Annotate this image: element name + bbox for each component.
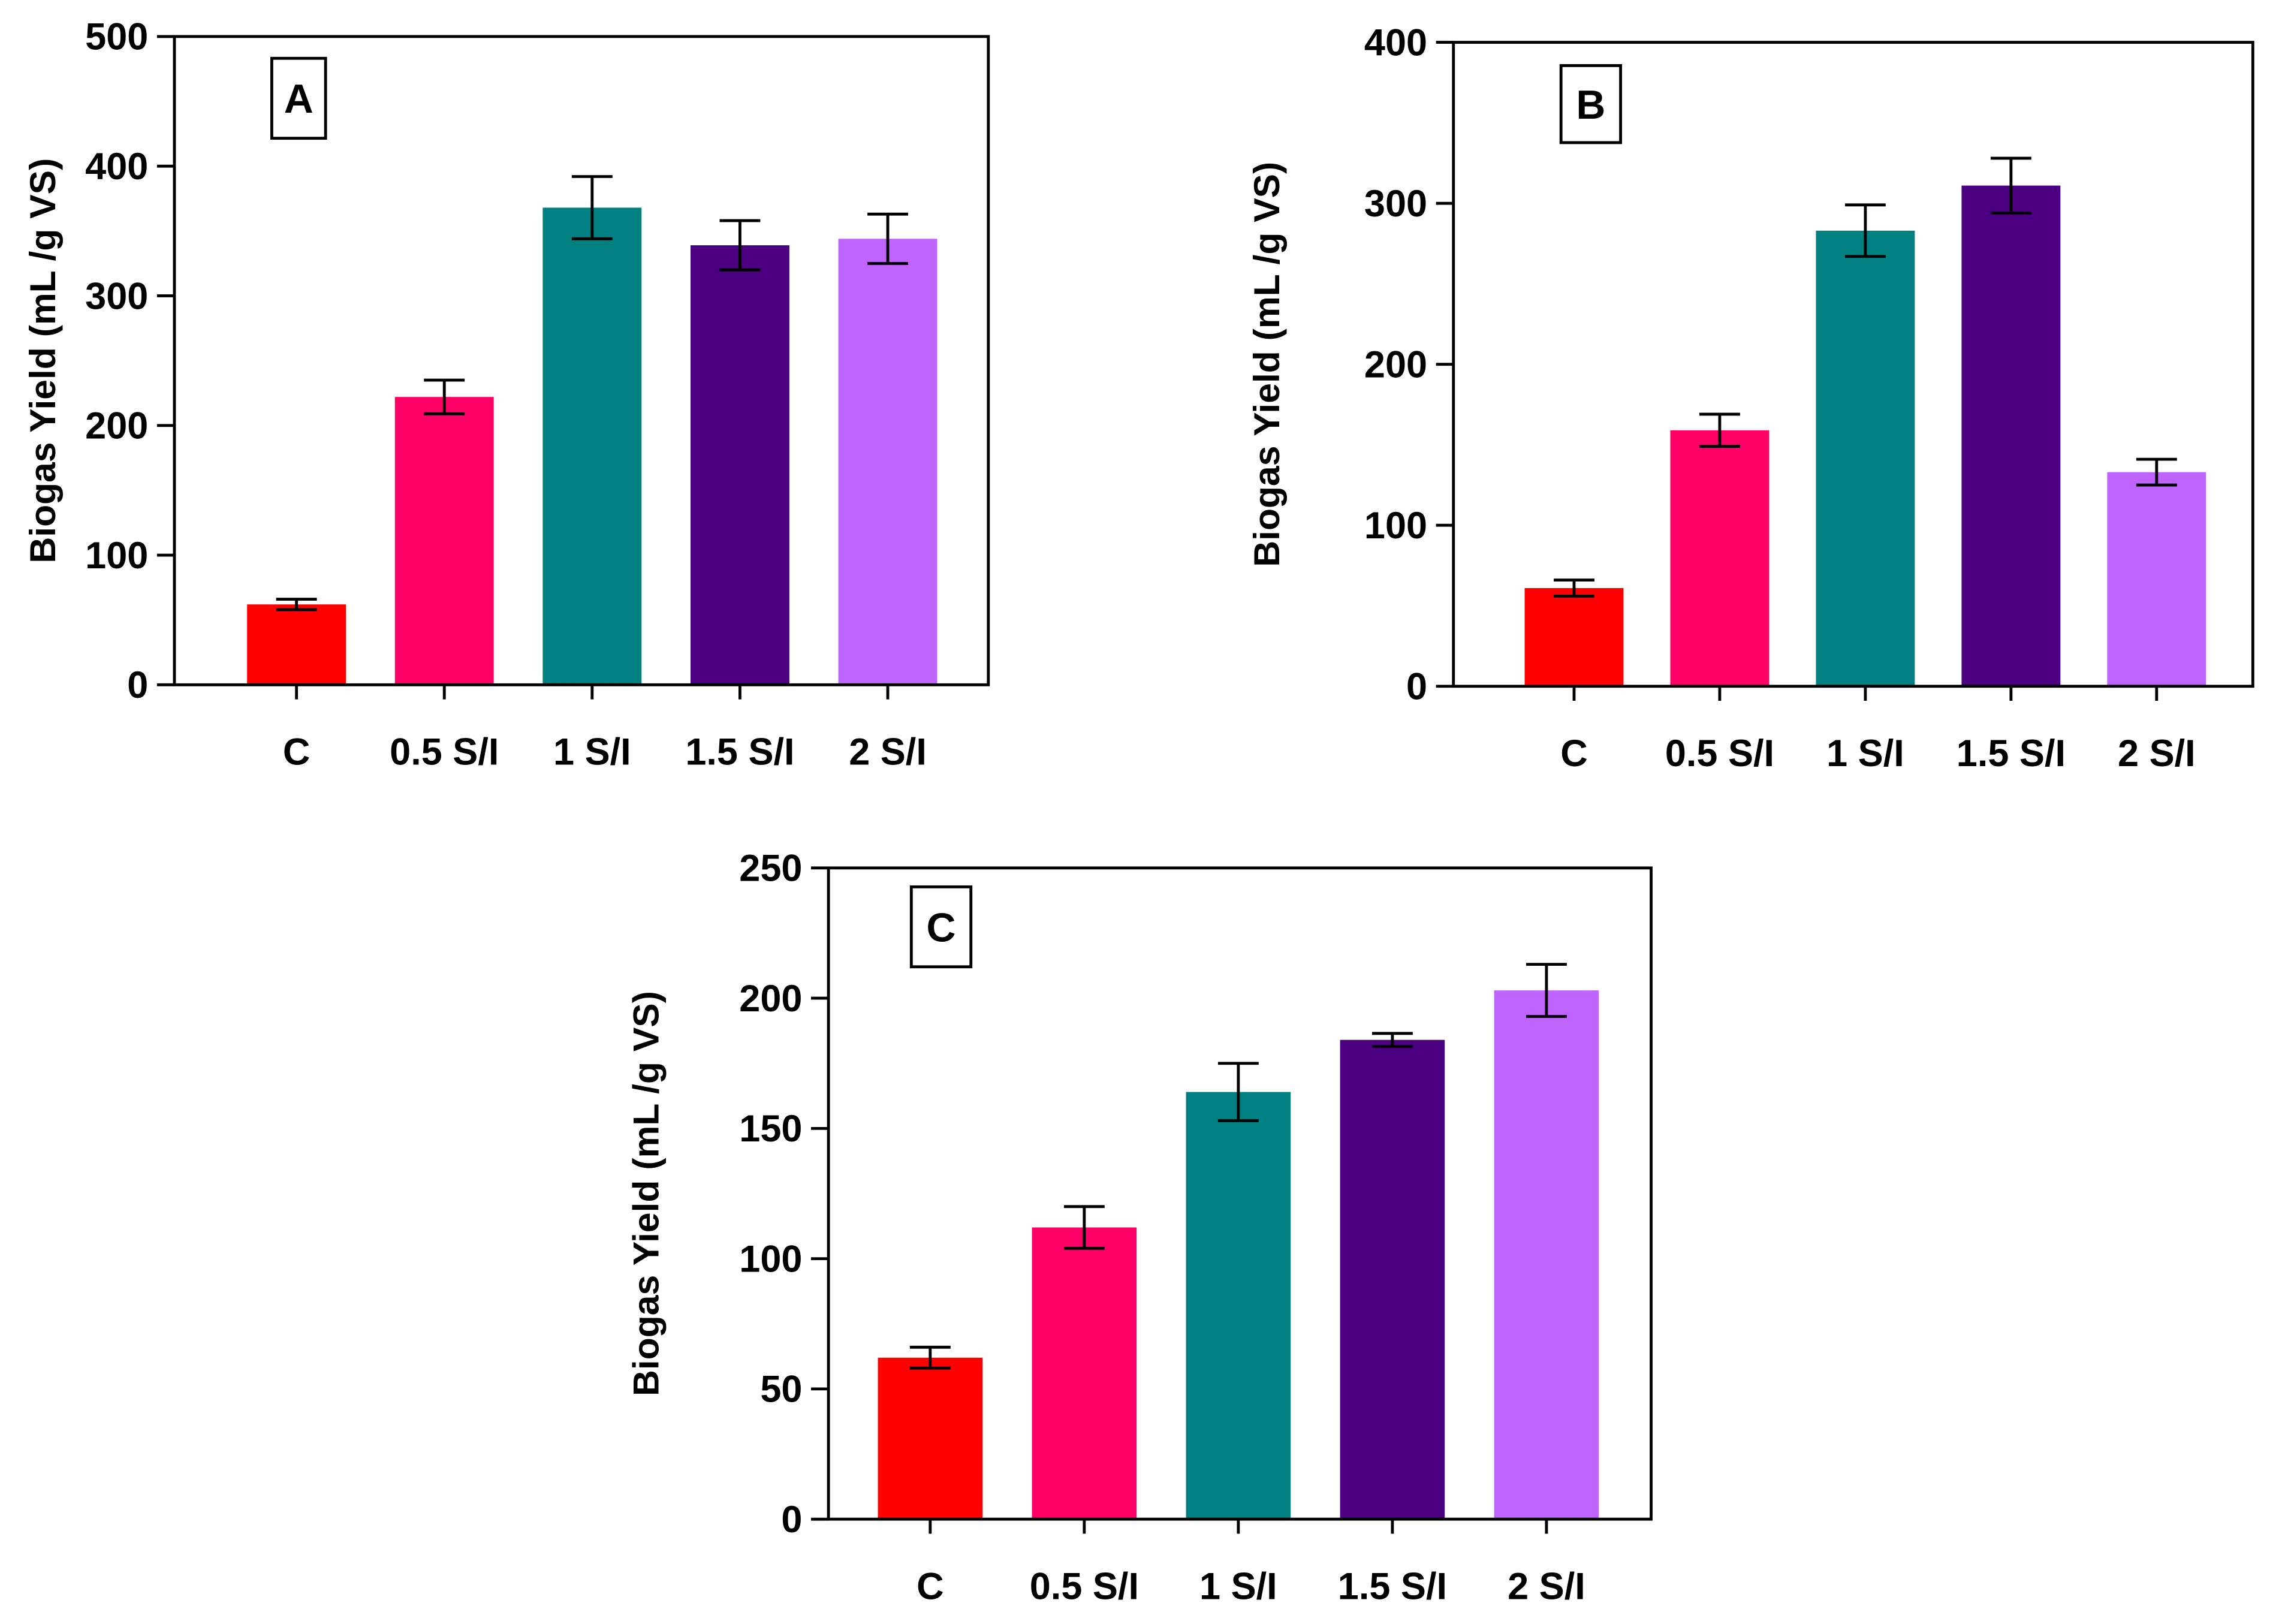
x-tick-label: 1.5 S/I (1338, 1565, 1447, 1607)
bar (1670, 430, 1769, 686)
panel-label: B (1576, 83, 1605, 128)
y-axis-label: Biogas Yield (mL /g VS) (625, 991, 666, 1396)
x-tick-label: 0.5 S/I (1030, 1565, 1139, 1607)
error-bar (1371, 1032, 1413, 1048)
error-bar (571, 175, 613, 240)
chart-panel-a: C 0.5 S/I 1 S/I 1.5 S/I 2 S/I 0 100 200 300 400 50… (22, 16, 990, 773)
x-tick-label: 1 S/I (1826, 733, 1904, 775)
y-tick-label: 400 (1364, 22, 1427, 64)
x-tick-label: 1.5 S/I (685, 731, 794, 773)
error-bar (1526, 963, 1567, 1018)
bar (1524, 587, 1624, 686)
bar (1816, 230, 1915, 686)
panel-label-box (270, 56, 327, 140)
y-tick-label: 0 (1406, 666, 1427, 708)
error-bar (1217, 1062, 1259, 1122)
bar (1186, 1092, 1291, 1520)
y-tick-label: 100 (1364, 505, 1427, 547)
panel-label: C (927, 905, 956, 950)
error-bar (276, 598, 317, 611)
x-tick-label: 2 S/I (849, 731, 927, 773)
y-tick-label: 200 (85, 405, 148, 447)
x-tick-label: 2 S/I (2118, 733, 2196, 775)
y-tick-label: 400 (85, 146, 148, 188)
y-tick-label: 200 (739, 978, 802, 1020)
plot-frame (827, 866, 1653, 1521)
bar (838, 239, 937, 685)
bar (1340, 1040, 1445, 1520)
x-tick-label: C (1560, 733, 1588, 775)
x-tick-label: 2 S/I (1508, 1565, 1585, 1607)
y-tick-label: 300 (85, 275, 148, 317)
error-bar (1554, 579, 1594, 598)
y-tick-label: 200 (1364, 344, 1427, 386)
panel-label: A (284, 77, 313, 122)
bar (394, 397, 494, 685)
panel-label-box (909, 885, 973, 969)
y-tick-label: 150 (739, 1108, 802, 1150)
x-tick-label: 1 S/I (553, 731, 631, 773)
bar (878, 1357, 983, 1520)
x-tick-label: 0.5 S/I (1665, 733, 1774, 775)
y-tick-label: 0 (127, 664, 148, 706)
error-bar (1063, 1205, 1105, 1250)
error-bar (1699, 412, 1740, 448)
y-tick-label: 500 (85, 16, 148, 58)
y-tick-label: 100 (85, 535, 148, 577)
bar (1032, 1227, 1137, 1520)
x-tick-label: C (283, 731, 311, 773)
error-bar (909, 1345, 951, 1370)
bar (690, 245, 789, 685)
x-tick-label: 0.5 S/I (390, 731, 499, 773)
chart-panel-c: C 0.5 S/I 1 S/I 1.5 S/I 2 S/I 0 50 100 150 200 250… (625, 848, 1653, 1607)
panel-label-box (1559, 64, 1623, 144)
y-tick-label: 50 (760, 1369, 802, 1411)
y-axis-label: Biogas Yield (mL /g VS) (1246, 162, 1287, 567)
error-bar (867, 212, 908, 265)
error-bar (2136, 457, 2177, 487)
bar (2107, 472, 2206, 686)
y-tick-label: 300 (1364, 183, 1427, 225)
y-tick-label: 0 (781, 1499, 802, 1541)
bar (1961, 185, 2061, 686)
error-bar (1844, 203, 1886, 258)
y-axis-label: Biogas Yield (mL /g VS) (22, 158, 63, 564)
error-bar (424, 378, 465, 415)
bar (542, 207, 642, 685)
bar (1494, 990, 1599, 1520)
bar (247, 604, 346, 685)
error-bar (719, 219, 761, 272)
error-bar (1990, 156, 2031, 215)
chart-panel-b: C 0.5 S/I 1 S/I 1.5 S/I 2 S/I 0 100 200 300 400 Bi… (1246, 22, 2254, 775)
plot-frame (173, 35, 990, 686)
y-tick-label: 100 (739, 1238, 802, 1280)
x-tick-label: 1.5 S/I (1957, 733, 2066, 775)
y-tick-label: 250 (739, 848, 802, 890)
x-tick-label: 1 S/I (1199, 1565, 1277, 1607)
x-tick-label: C (917, 1565, 944, 1607)
